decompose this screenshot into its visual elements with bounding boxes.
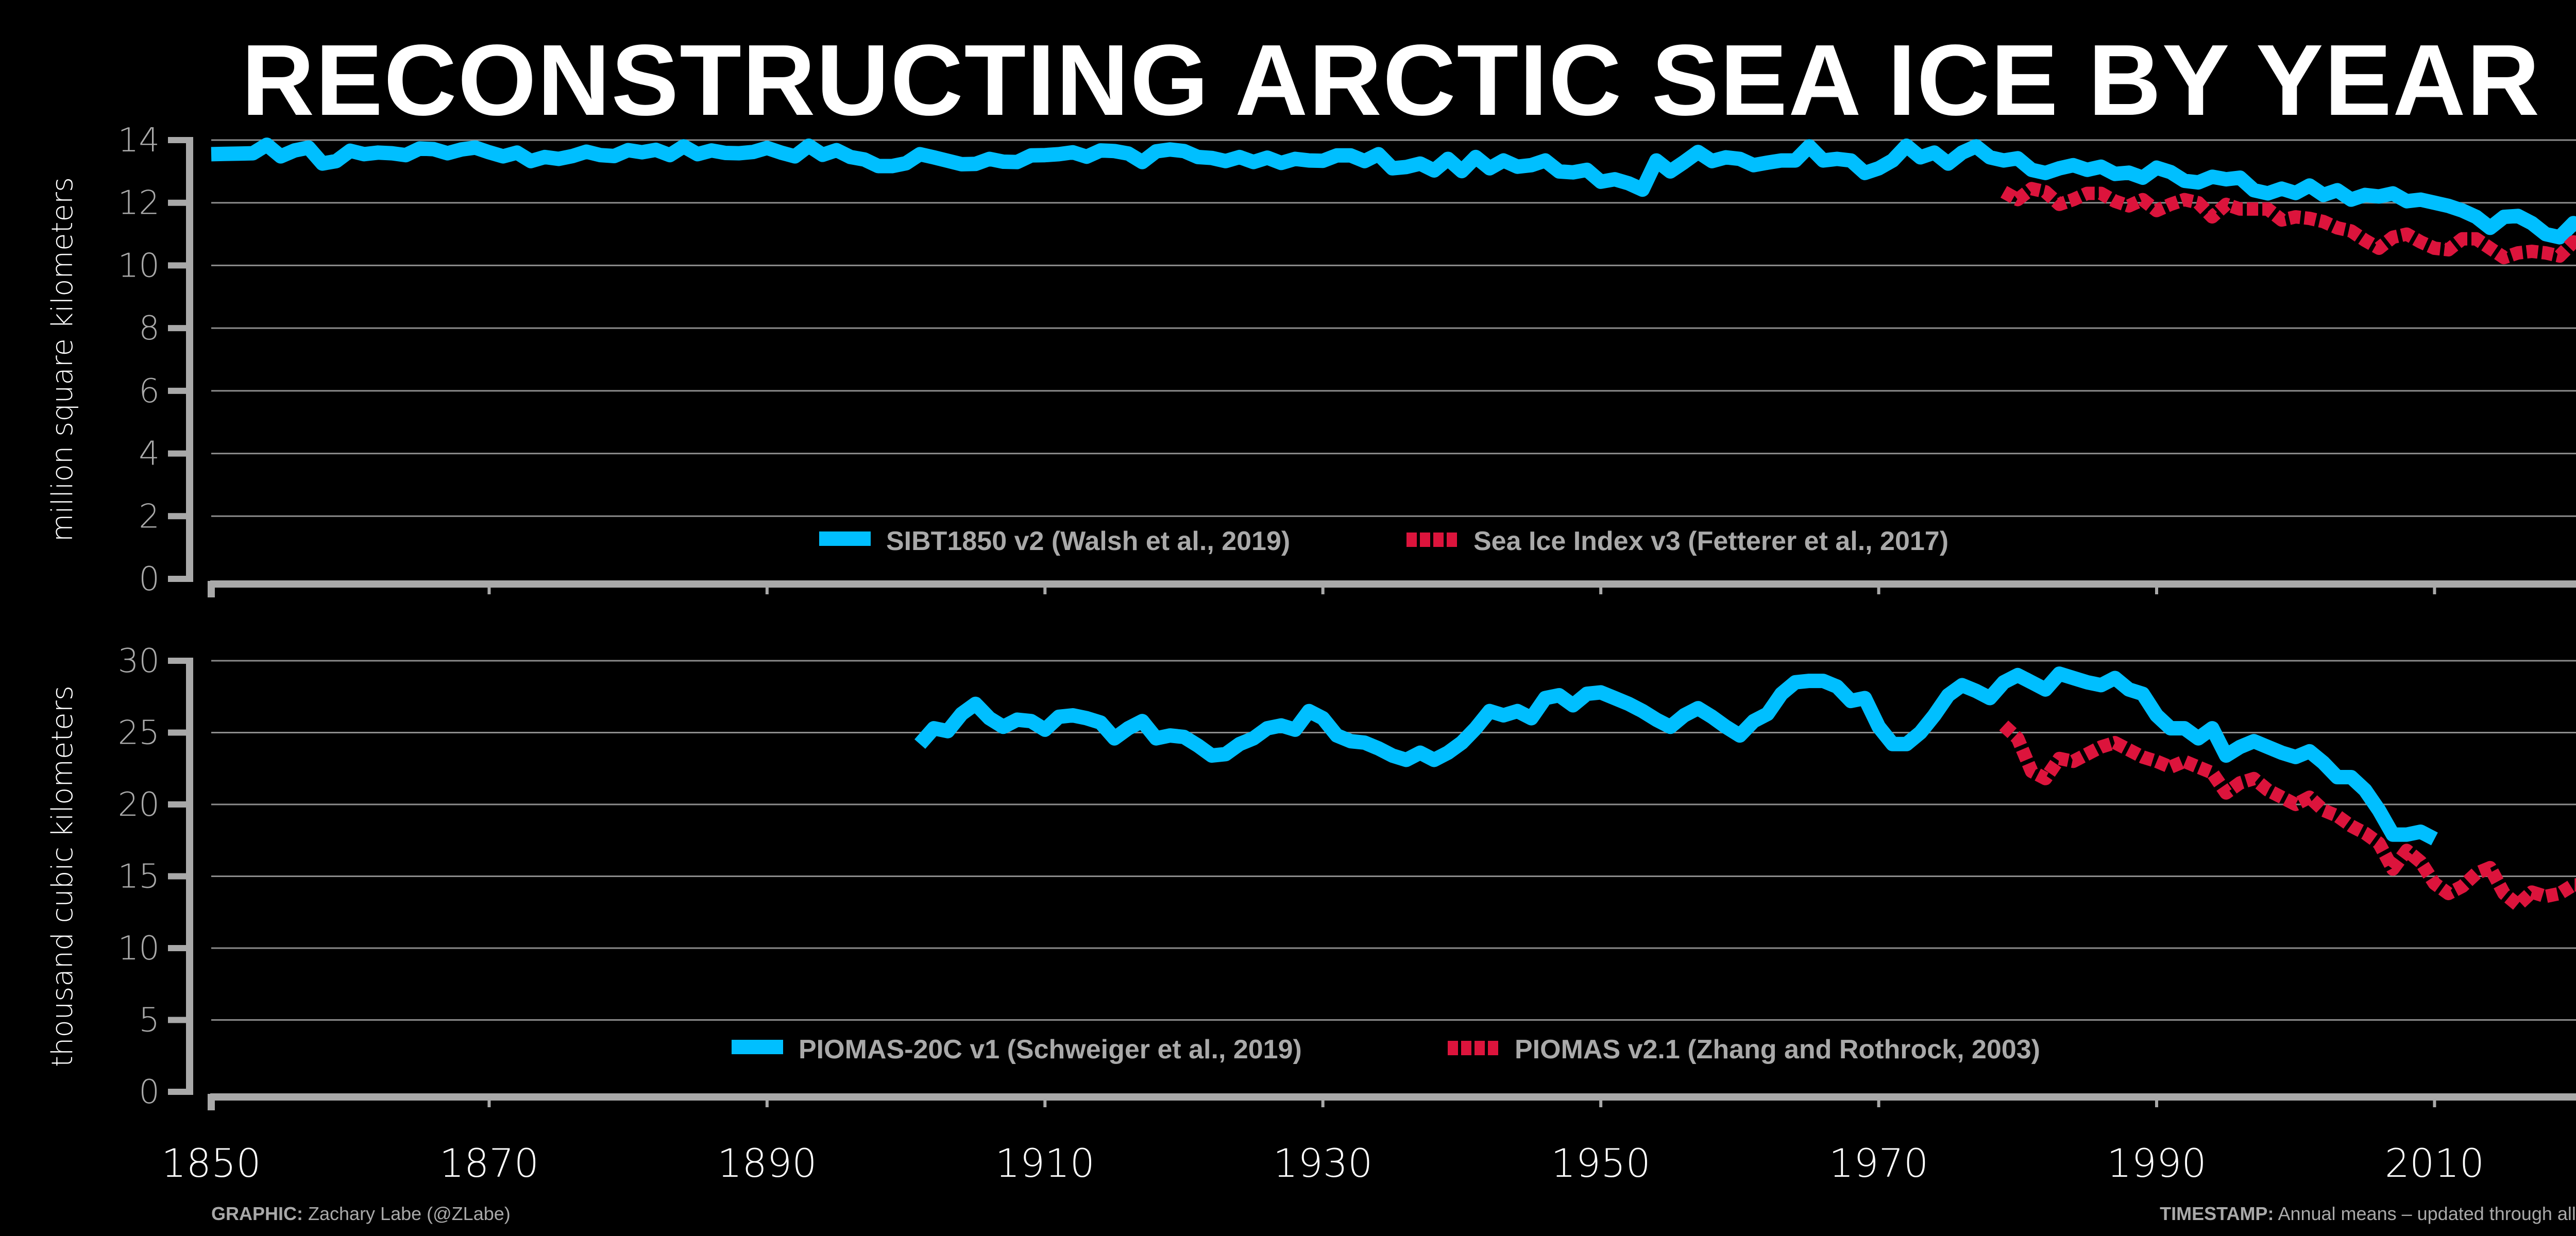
graphic-credit-value: Zachary Labe (@ZLabe) [308,1203,511,1224]
legend-swatch-dashed [1447,533,1457,547]
y-tick-label: 10 [118,247,160,285]
legend-label: Sea Ice Index v3 (Fetterer et al., 2017) [1473,526,1948,556]
data-point [2323,810,2324,811]
y-tick-label: 12 [118,184,160,222]
legend-label: SIBT1850 v2 (Walsh et al., 2019) [886,526,1290,556]
legend-swatch-dashed [1448,1041,1458,1055]
y-tick-label: 8 [139,310,160,348]
observed-series-line [2000,182,2576,265]
legend-swatch-dashed [1461,1041,1471,1055]
legend-swatch-dashed [1475,1041,1485,1055]
y-tick-label: 15 [118,858,160,896]
data-point [2559,893,2560,894]
y-tick-label: 0 [139,560,160,598]
y-tick-label: 5 [139,1002,160,1040]
y-tick-label: 30 [118,642,160,680]
x-tick-label: 1930 [1273,1140,1372,1186]
legend-swatch-dashed [1433,533,1444,547]
data-point [2184,761,2185,762]
data-point [2337,815,2338,816]
x-tick-label: 1910 [995,1140,1095,1186]
y-tick-label: 25 [118,714,160,752]
x-tick-label: 1970 [1829,1140,1928,1186]
graphic-credit-label: GRAPHIC: [211,1203,303,1224]
legend-swatch-solid [732,1040,783,1054]
data-point [2212,772,2213,774]
y-axis-label: thousand cubic kilometers [46,685,79,1067]
y-tick-label: 20 [118,786,160,824]
graphic-credit: GRAPHIC: Zachary Labe (@ZLabe) [211,1203,511,1225]
data-point [2545,896,2546,897]
y-axis-label: million square kilometers [46,177,79,542]
x-tick-label: 2010 [2385,1140,2484,1186]
y-tick-label: 2 [139,497,160,536]
y-tick-label: 0 [139,1073,160,1111]
legend-swatch-solid [819,531,871,546]
x-tick-label: 1990 [2107,1140,2206,1186]
legend-swatch-dashed [1420,533,1430,547]
y-tick-label: 10 [118,930,160,968]
data-point [2170,766,2171,767]
reconstruction-series-line [914,666,2438,846]
legend-swatch-dashed [1488,1041,1498,1055]
x-tick-label: 1890 [717,1140,817,1186]
y-tick-label: 14 [118,122,160,160]
x-tick-label: 1850 [161,1140,261,1186]
x-axis: 1850 1870 1890 1910 1930 1950 1970 1990 2010 [161,1140,2484,1186]
y-tick-label: 4 [139,435,160,473]
timestamp-value: Annual means – updated through all of 20… [2278,1203,2576,1224]
timestamp-label: TIMESTAMP: [2160,1203,2274,1224]
observed-series-line [1999,720,2576,912]
timestamp: TIMESTAMP: Annual means – updated throug… [2160,1203,2576,1225]
y-tick-label: 6 [139,372,160,410]
data-point [2517,904,2518,905]
legend-label: PIOMAS v2.1 (Zhang and Rothrock, 2003) [1515,1035,2040,1065]
legend-swatch-dashed [1406,533,1417,547]
chart-title: RECONSTRUCTING ARCTIC SEA ICE BY YEAR [241,24,2541,136]
x-tick-label: 1950 [1551,1140,1650,1186]
x-tick-label: 1870 [439,1140,539,1186]
legend-label: PIOMAS-20C v1 (Schweiger et al., 2019) [799,1035,1302,1065]
reconstruction-series-line [211,138,2576,245]
data-point [2198,766,2199,767]
data-point [2573,884,2574,885]
